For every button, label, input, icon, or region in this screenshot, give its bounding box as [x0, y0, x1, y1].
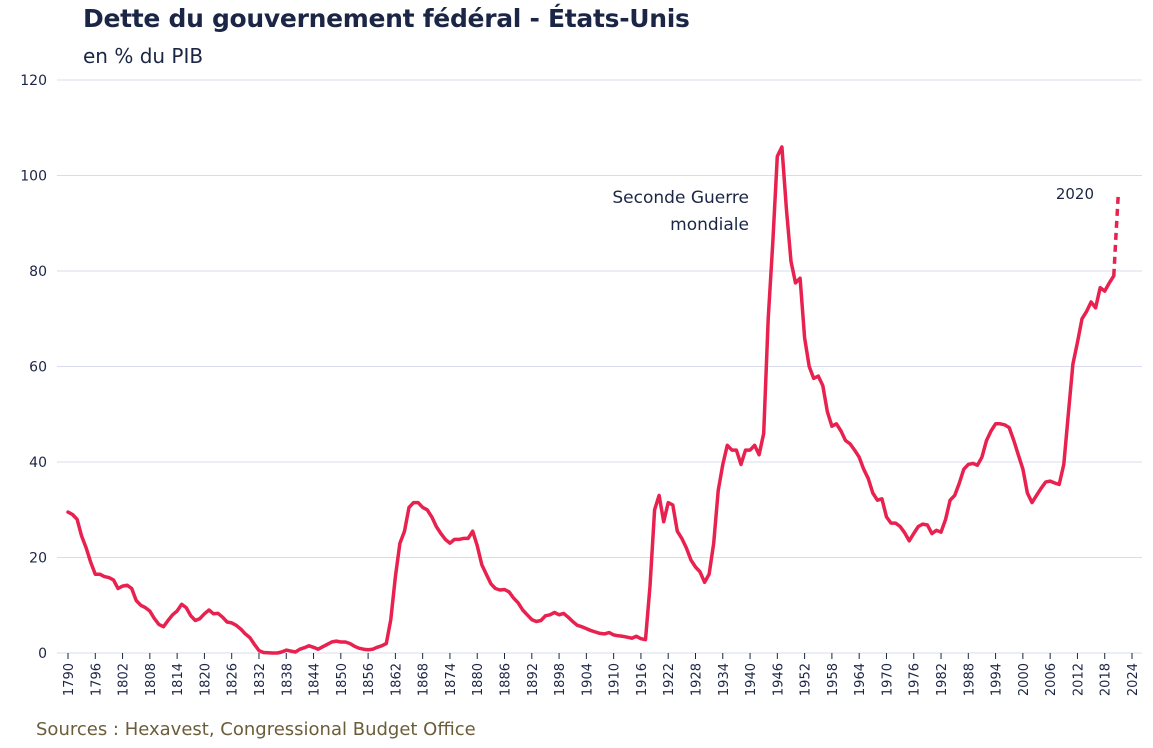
x-tick-label: 1898	[553, 663, 568, 696]
y-tick-label: 40	[29, 455, 47, 471]
y-tick-label: 0	[38, 646, 47, 662]
line-chart: 0 20 40 60 80 100 120 1790 1796 1802 1808 1814 1820…	[20, 73, 1142, 696]
x-tick-label: 1814	[171, 663, 186, 696]
x-tick-label: 1910	[608, 663, 623, 696]
x-tick-label: 1934	[717, 663, 732, 696]
x-tick-label: 1856	[362, 663, 377, 696]
x-tick-label: 1988	[962, 663, 977, 696]
x-tick-label: 1838	[280, 663, 295, 696]
source-note: Sources : Hexavest, Congressional Budget…	[36, 719, 476, 740]
x-tick-label: 1970	[880, 663, 895, 696]
x-tick-label: 1862	[389, 663, 404, 696]
x-tick-label: 2006	[1044, 663, 1059, 696]
series-line-debt	[66, 145, 1116, 655]
x-tick-label: 1874	[444, 663, 459, 696]
x-tick-label: 2018	[1099, 663, 1114, 696]
x-tick-label: 1802	[117, 663, 132, 696]
y-tick-label: 120	[20, 73, 47, 89]
x-tick-label: 1796	[89, 663, 104, 696]
x-tick-label: 1982	[935, 663, 950, 696]
x-tick-label: 1826	[226, 663, 241, 696]
annotations: Seconde Guerre mondiale 2020	[612, 185, 1094, 235]
annotation-2020: 2020	[1056, 185, 1094, 203]
x-tick-label: 1946	[771, 663, 786, 696]
x-tick-label: 1820	[198, 663, 213, 696]
x-tick-label: 1952	[799, 663, 814, 696]
x-tick-label: 1886	[499, 663, 514, 696]
y-tick-label: 60	[29, 360, 47, 376]
x-tick-label: 1976	[908, 663, 923, 696]
x-tick-label: 2012	[1071, 663, 1086, 696]
y-tick-label: 80	[29, 264, 47, 280]
x-tick-label: 1868	[417, 663, 432, 696]
gridlines	[57, 79, 1142, 654]
x-tick-label: 2024	[1126, 663, 1141, 696]
x-tick-label: 1928	[689, 663, 704, 696]
annotation-ww2-line2: mondiale	[670, 215, 749, 235]
y-tick-label: 20	[29, 551, 47, 567]
x-tick-label: 1790	[62, 663, 77, 696]
x-tick-label: 1958	[826, 663, 841, 696]
series-line-projection	[1112, 192, 1121, 276]
x-tick-label: 1880	[471, 663, 486, 696]
x-tick-label: 1832	[253, 663, 268, 696]
x-tick-label: 1964	[853, 663, 868, 696]
chart-title: Dette du gouvernement fédéral - États-Un…	[83, 4, 690, 33]
y-axis-ticks: 0 20 40 60 80 100 120	[20, 73, 47, 662]
x-tick-label: 1850	[335, 663, 350, 696]
x-tick-label: 1808	[144, 663, 159, 696]
y-tick-label: 100	[20, 169, 47, 185]
x-tick-label: 1940	[744, 663, 759, 696]
x-tick-label: 1892	[526, 663, 541, 696]
x-tick-label: 1904	[580, 663, 595, 696]
x-tick-label: 1994	[990, 663, 1005, 696]
annotation-ww2-line1: Seconde Guerre	[612, 188, 749, 208]
series-layer	[66, 145, 1121, 655]
x-axis-ticks: 1790 1796 1802 1808 1814 1820 1826 1832 1838 1844…	[62, 653, 1141, 696]
x-tick-label: 1844	[308, 663, 323, 696]
x-tick-label: 1916	[635, 663, 650, 696]
x-tick-label: 1922	[662, 663, 677, 696]
chart-subtitle: en % du PIB	[83, 44, 204, 68]
x-tick-label: 2000	[1017, 663, 1032, 696]
